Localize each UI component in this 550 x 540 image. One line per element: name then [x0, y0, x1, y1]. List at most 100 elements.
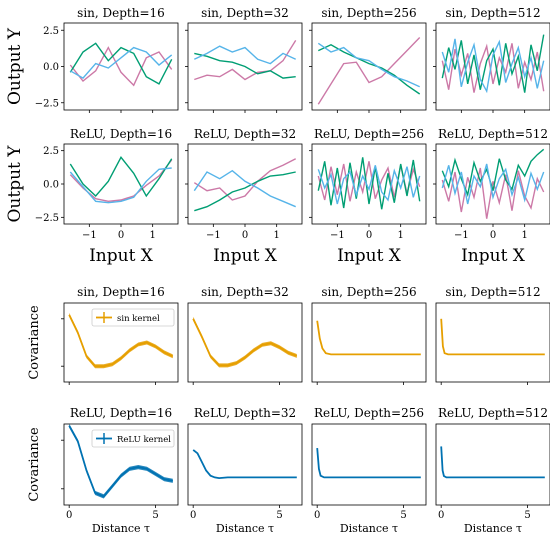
- y-tick-label: −2.5: [35, 98, 59, 109]
- x-tick-label: −1: [206, 230, 221, 241]
- x-tick-label: 5: [400, 510, 406, 521]
- sample-series-green: [69, 156, 173, 198]
- x-tick-label: 0: [490, 230, 496, 241]
- panel-frame: [187, 302, 303, 383]
- x-tick-label: −1: [330, 230, 345, 241]
- y-tick-label: 0.0: [43, 180, 59, 191]
- sample-panel-6: ReLU, Depth=256 −1 0 1 Input X: [309, 127, 427, 266]
- y-tick-label: −2.5: [35, 213, 59, 224]
- y-tick-label: 0.0: [43, 62, 59, 73]
- y-axis-label: Output Y: [5, 27, 25, 105]
- x-axis-label: Distance τ: [216, 522, 274, 535]
- panel-frame: [311, 22, 427, 111]
- sample-panel-7: ReLU, Depth=512 −1 0 1 Input X: [433, 127, 550, 266]
- x-tick-label: 1: [521, 230, 527, 241]
- x-tick-label: 1: [273, 230, 279, 241]
- x-tick-label: 0: [366, 230, 372, 241]
- panel-frame: [311, 423, 427, 506]
- panel-frame: [311, 302, 427, 383]
- x-tick-label: −1: [82, 230, 97, 241]
- panel-title: ReLU, Depth=32: [194, 406, 296, 420]
- sample-series-blue: [194, 45, 296, 65]
- legend-label: sin kernel: [117, 314, 160, 324]
- panel-title: ReLU, Depth=16: [70, 406, 172, 420]
- x-axis-label: Input X: [89, 246, 154, 266]
- sample-series-green: [441, 34, 545, 93]
- x-tick-label: −1: [454, 230, 469, 241]
- covariance-panel-4: ReLU, Depth=16 0 5 Covariance Distance τ ReLU…: [27, 406, 179, 535]
- covariance-line: [316, 320, 421, 356]
- sample-series-green: [317, 157, 421, 210]
- legend-label: ReLU kernel: [117, 435, 171, 445]
- x-tick-label: 5: [276, 510, 282, 521]
- x-tick-label: 0: [242, 230, 248, 241]
- sample-series-pink: [69, 159, 173, 203]
- sample-panel-3: sin, Depth=512: [433, 6, 550, 113]
- sample-series-blue: [441, 163, 545, 205]
- panel-title: ReLU, Depth=32: [194, 127, 296, 141]
- legend: sin kernel: [91, 308, 175, 327]
- panel-frame: [63, 302, 179, 383]
- x-tick-label: 5: [524, 510, 530, 521]
- y-axis-label: Output Y: [5, 145, 25, 223]
- panel-title: sin, Depth=512: [445, 285, 540, 299]
- panel-title: sin, Depth=16: [77, 285, 165, 299]
- x-axis-label: Input X: [337, 246, 402, 266]
- sample-series-blue: [441, 38, 545, 94]
- panel-title: ReLU, Depth=16: [70, 127, 172, 141]
- x-tick-label: 1: [149, 230, 155, 241]
- legend-box: [91, 308, 175, 327]
- sample-series-blue: [193, 169, 296, 208]
- sample-panel-0: sin, Depth=16 2.5 0.0 −2.5 Output Y: [5, 6, 179, 113]
- legend: ReLU kernel: [91, 429, 175, 448]
- panel-frame: [187, 423, 303, 506]
- y-axis-label: Covariance: [27, 305, 42, 380]
- sample-panel-1: sin, Depth=32: [185, 6, 303, 113]
- panel-frame: [63, 423, 179, 506]
- covariance-panel-1: sin, Depth=32: [187, 285, 303, 385]
- panel-title: ReLU, Depth=256: [314, 127, 424, 141]
- panel-frame: [435, 302, 550, 383]
- covariance-line: [440, 318, 545, 356]
- covariance-line: [68, 314, 174, 368]
- covariance-panel-3: sin, Depth=512: [435, 285, 550, 385]
- panel-title: sin, Depth=256: [321, 6, 416, 20]
- covariance-line: [68, 425, 173, 498]
- covariance-band: [193, 316, 297, 368]
- x-tick-label: 0: [190, 510, 196, 521]
- panel-frame: [187, 143, 303, 225]
- sample-series-green: [69, 42, 173, 85]
- panel-title: ReLU, Depth=512: [438, 406, 548, 420]
- covariance-panel-0: sin, Depth=16 Covariance sin kernel: [27, 285, 179, 385]
- panel-title: sin, Depth=16: [77, 6, 165, 20]
- x-tick-label: 0: [118, 230, 124, 241]
- y-axis-label: Covariance: [27, 427, 42, 502]
- covariance-line: [316, 448, 421, 479]
- sample-series-blue: [69, 167, 172, 204]
- x-tick-label: 0: [66, 510, 72, 521]
- panel-frame: [63, 22, 179, 111]
- covariance-line: [192, 318, 298, 367]
- sample-series-pink: [69, 46, 173, 87]
- x-tick-label: 1: [397, 230, 403, 241]
- covariance-line: [440, 446, 545, 479]
- covariance-line: [192, 449, 297, 480]
- sample-panel-5: ReLU, Depth=32 −1 0 1 Input X: [185, 127, 303, 266]
- panel-title: ReLU, Depth=512: [438, 127, 548, 141]
- sample-panel-4: ReLU, Depth=16 −1 0 1 2.5 0.0 −2.5 Input X Outpu…: [5, 127, 179, 266]
- sample-series-pink: [317, 37, 421, 105]
- panel-title: ReLU, Depth=256: [314, 406, 424, 420]
- y-tick-label: 2.5: [43, 26, 59, 37]
- x-axis-label: Input X: [213, 246, 278, 266]
- x-tick-label: 0: [438, 510, 444, 521]
- x-tick-label: 0: [314, 510, 320, 521]
- sample-series-pink: [441, 167, 545, 219]
- panel-frame: [435, 423, 550, 506]
- legend-box: [91, 429, 175, 448]
- sample-series-blue: [317, 42, 420, 88]
- x-tick-label: 5: [152, 510, 158, 521]
